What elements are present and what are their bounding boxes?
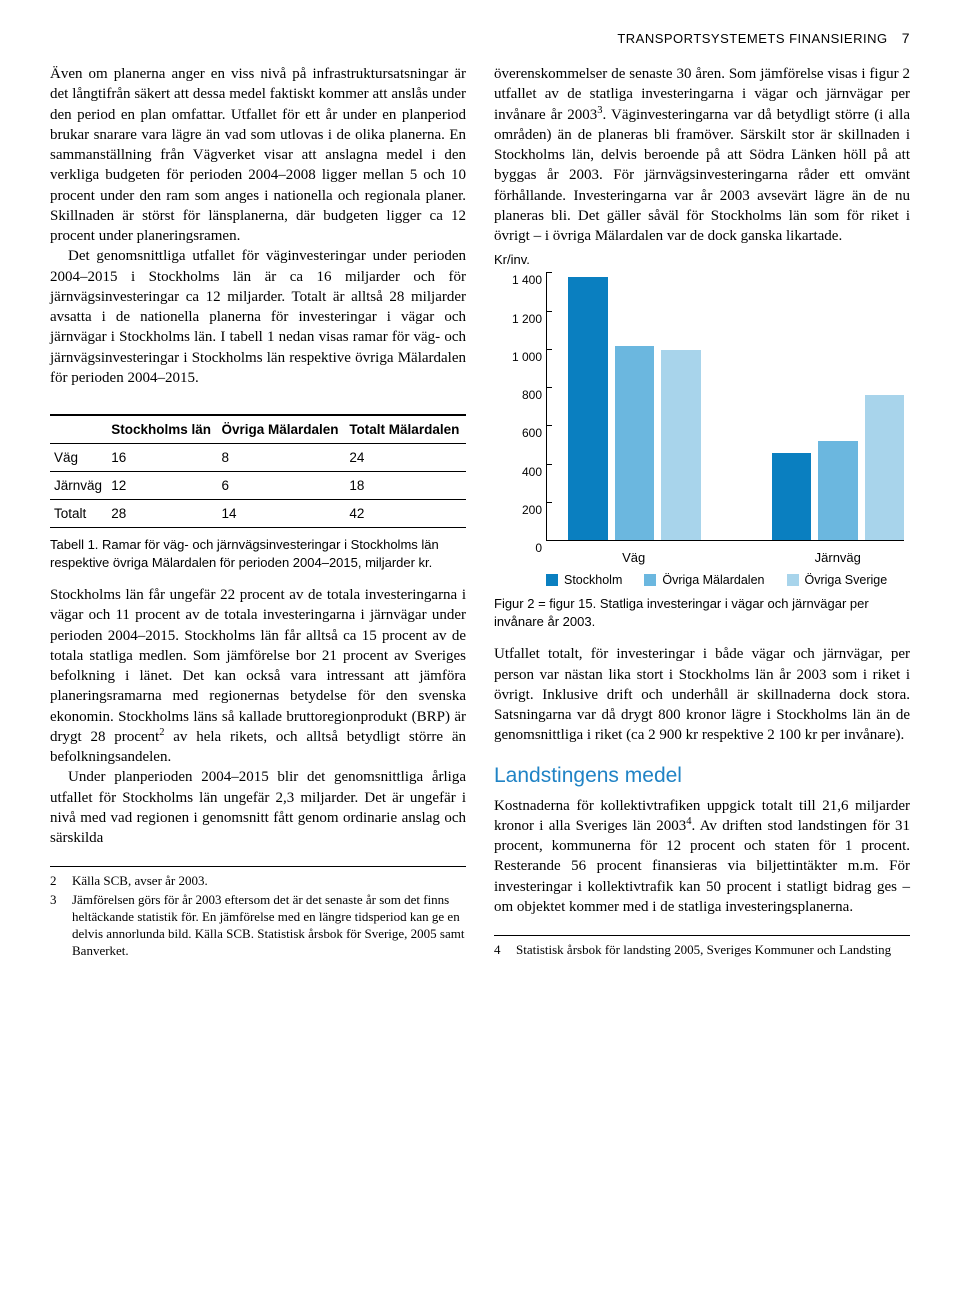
right-footnotes: 4 Statistisk årsbok för landsting 2005, S… — [494, 935, 910, 959]
legend-item: Övriga Sverige — [787, 573, 888, 587]
right-para-3: Kostnaderna för kollektivtrafiken uppgic… — [494, 796, 910, 918]
ytick-label: 1 000 — [494, 350, 542, 364]
xcategory-label: Väg — [622, 550, 645, 565]
table-cell: 18 — [345, 472, 466, 500]
chart-bar — [568, 277, 607, 540]
chart-legend: Stockholm Övriga Mälardalen Övriga Sverige — [494, 573, 910, 587]
legend-swatch — [546, 574, 558, 586]
ytick-label: 0 — [494, 541, 542, 555]
xcategory-label: Järnväg — [815, 550, 861, 565]
legend-label: Övriga Sverige — [805, 573, 888, 587]
chart-bar — [772, 453, 811, 541]
left-footnotes: 2 Källa SCB, avser år 2003. 3Jämförelsen … — [50, 866, 466, 959]
table-cell: 42 — [345, 500, 466, 528]
table-row: Järnväg12618 — [50, 472, 466, 500]
table-cell: 12 — [107, 472, 217, 500]
legend-swatch — [787, 574, 799, 586]
legend-label: Övriga Mälardalen — [662, 573, 764, 587]
table-cell: 24 — [345, 444, 466, 472]
ytick-label: 400 — [494, 465, 542, 479]
fn4-text: Statistisk årsbok för landsting 2005, Sv… — [516, 942, 891, 959]
ytick-label: 800 — [494, 388, 542, 402]
table-cell: 8 — [217, 444, 345, 472]
chart-bar — [615, 346, 654, 541]
table-caption: Tabell 1. Ramar för väg- och järnvägsinv… — [50, 536, 466, 571]
table-cell: 16 — [107, 444, 217, 472]
table-cell: Väg — [50, 444, 107, 472]
fn3-text: Jämförelsen görs för år 2003 eftersom de… — [72, 892, 466, 960]
right-column: överenskommelser de senaste 30 åren. Som… — [494, 64, 910, 962]
fn2-num: 2 — [50, 873, 64, 890]
table-cell: 6 — [217, 472, 345, 500]
table-col-3: Totalt Mälardalen — [345, 415, 466, 444]
fn4-num: 4 — [494, 942, 508, 959]
table-row: Väg16824 — [50, 444, 466, 472]
left-para-3: Stockholms län får ungefär 22 procent av… — [50, 585, 466, 767]
figure-caption: Figur 2 = figur 15. Statliga investering… — [494, 595, 910, 630]
left-column: Även om planerna anger en viss nivå på i… — [50, 64, 466, 962]
left-para-1: Även om planerna anger en viss nivå på i… — [50, 64, 466, 246]
table-col-1: Stockholms län — [107, 415, 217, 444]
table-col-0 — [50, 415, 107, 444]
section-heading-landstingens: Landstingens medel — [494, 764, 910, 788]
running-head: TRANSPORTSYSTEMETS FINANSIERING 7 — [50, 30, 910, 46]
ytick-label: 1 400 — [494, 273, 542, 287]
right-para-1: överenskommelser de senaste 30 åren. Som… — [494, 64, 910, 246]
table-row: Totalt281442 — [50, 500, 466, 528]
table-cell: 28 — [107, 500, 217, 528]
legend-item: Övriga Mälardalen — [644, 573, 764, 587]
legend-label: Stockholm — [564, 573, 622, 587]
table-col-2: Övriga Mälardalen — [217, 415, 345, 444]
page-number: 7 — [902, 30, 910, 46]
table-cell: Totalt — [50, 500, 107, 528]
legend-swatch — [644, 574, 656, 586]
table1: Stockholms län Övriga Mälardalen Totalt … — [50, 414, 466, 528]
fn3-num: 3 — [50, 892, 64, 960]
chart-bar — [865, 395, 904, 540]
left-para-4: Under planperioden 2004–2015 blir det ge… — [50, 767, 466, 848]
left-para-2: Det genomsnittliga utfallet för väginves… — [50, 246, 466, 388]
chart-bar — [661, 350, 700, 541]
running-head-title: TRANSPORTSYSTEMETS FINANSIERING — [617, 31, 887, 46]
legend-item: Stockholm — [546, 573, 622, 587]
figure2-chart: Kr/inv. 0 200 400 600 800 1 000 1 200 1 400 Väg J… — [494, 252, 910, 587]
chart-ylabel: Kr/inv. — [494, 252, 910, 267]
ytick-label: 600 — [494, 426, 542, 440]
ytick-label: 200 — [494, 503, 542, 517]
ytick-label: 1 200 — [494, 312, 542, 326]
chart-bar — [818, 441, 857, 540]
table-cell: 14 — [217, 500, 345, 528]
fn2-text: Källa SCB, avser år 2003. — [72, 873, 208, 890]
right-para-2: Utfallet totalt, för investeringar i båd… — [494, 644, 910, 745]
table-cell: Järnväg — [50, 472, 107, 500]
